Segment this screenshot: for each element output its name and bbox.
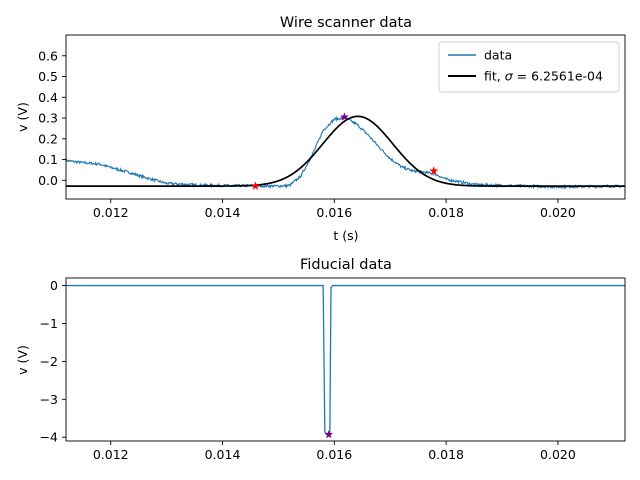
fiducial-panel: Fiducial data 0.012 0.014 0.016 0.018 0.0200… xyxy=(15,257,626,462)
wire-scanner-markers xyxy=(251,112,439,190)
x-tick-label: 0.016 xyxy=(316,205,352,220)
legend-box xyxy=(438,41,620,93)
wire-scanner-xlabel: t (s) xyxy=(333,228,358,243)
y-tick-label: −4 xyxy=(40,430,58,445)
fiducial-plot-area xyxy=(66,284,625,439)
wire-scanner-axes-frame xyxy=(65,34,626,200)
fiducial-markers xyxy=(324,429,334,439)
wire-scanner-ticks: 0.012 0.014 0.016 0.018 0.020 0.0 0.1 0.2 0.3 0.4… xyxy=(38,48,576,220)
y-tick-label: −2 xyxy=(40,354,58,369)
star-marker xyxy=(324,429,334,439)
y-tick-label: 0.0 xyxy=(38,173,58,188)
fiducial-title: Fiducial data xyxy=(300,257,392,273)
wire-scanner-panel: Wire scanner data 0.012 0.014 0.016 0.018 0.… xyxy=(15,15,626,243)
fiducial-ticks: 0.012 0.014 0.016 0.018 0.020 0 −1 −2 −3 −4 xyxy=(40,278,576,462)
y-tick-label: 0.4 xyxy=(38,90,58,105)
x-tick-label: 0.012 xyxy=(93,447,129,462)
x-tick-label: 0.018 xyxy=(428,447,464,462)
wire-scanner-title: Wire scanner data xyxy=(280,15,412,31)
legend-fit-label: fit, σ = 6.2561e-04 xyxy=(484,69,603,84)
x-tick-label: 0.020 xyxy=(540,205,576,220)
x-tick-label: 0.012 xyxy=(93,205,129,220)
fiducial-axes-frame xyxy=(65,277,626,442)
fit-series-line xyxy=(66,115,625,187)
x-tick-label: 0.018 xyxy=(428,205,464,220)
fiducial-ylabel: v (V) xyxy=(15,345,30,375)
y-tick-label: 0.3 xyxy=(38,111,58,126)
x-tick-label: 0.014 xyxy=(205,205,241,220)
star-marker xyxy=(429,166,439,175)
y-tick-label: −3 xyxy=(40,392,58,407)
legend: data fit, σ = 6.2561e-04 xyxy=(438,41,620,93)
x-tick-label: 0.014 xyxy=(205,447,241,462)
legend-data-label: data xyxy=(484,48,512,63)
star-marker xyxy=(340,112,349,121)
y-tick-label: 0 xyxy=(50,278,58,293)
wire-scanner-ylabel: v (V) xyxy=(15,102,30,132)
star-marker xyxy=(251,181,260,190)
y-tick-label: 0.2 xyxy=(38,131,58,146)
wire-scanner-plot-area xyxy=(66,112,625,190)
y-tick-label: 0.5 xyxy=(38,69,58,84)
x-tick-label: 0.020 xyxy=(540,447,576,462)
x-tick-label: 0.016 xyxy=(316,447,352,462)
y-tick-label: 0.1 xyxy=(38,152,58,167)
y-tick-label: 0.6 xyxy=(38,48,58,63)
y-tick-label: −1 xyxy=(40,316,58,331)
